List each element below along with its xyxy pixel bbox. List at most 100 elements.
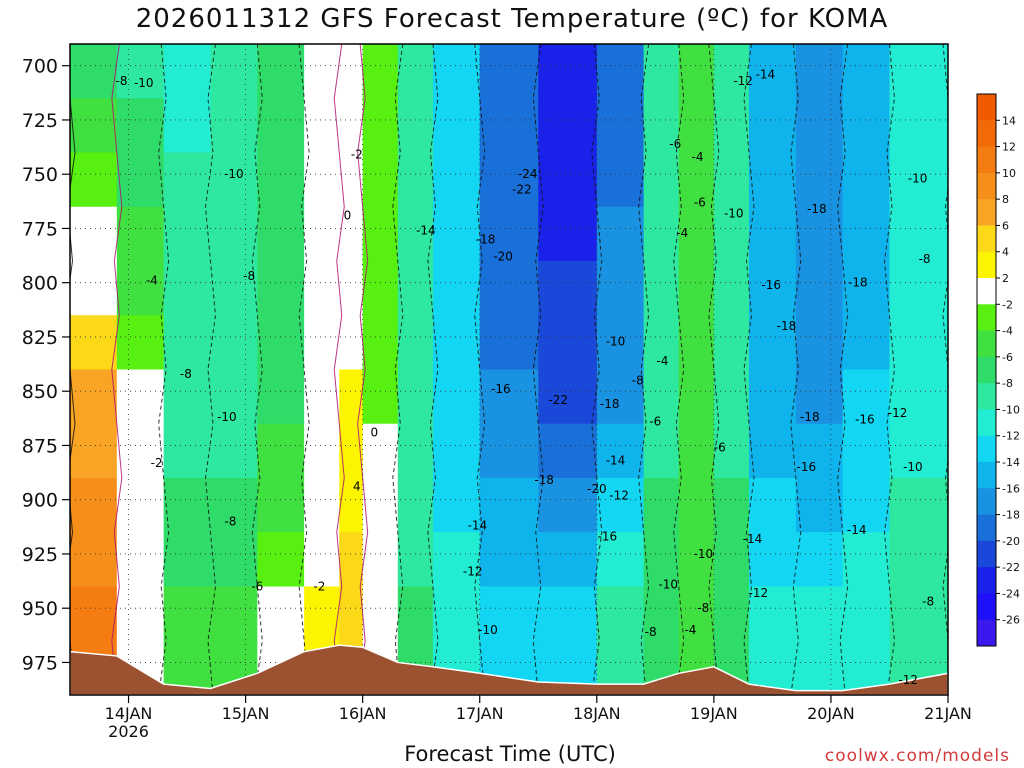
temperature-cell	[889, 532, 948, 588]
temperature-cell	[70, 152, 118, 208]
chart-title: 2026011312 GFS Forecast Temperature (ºC)…	[135, 4, 889, 34]
colorbar: 14 12 10 8 6 4 2 -2 -4 -6 -8 -10 -12 -14 -16 -18 -20 -22 -…	[976, 93, 1020, 647]
temperature-cell	[842, 98, 891, 154]
temperature-cell	[304, 478, 340, 533]
temperature-cell	[116, 586, 165, 642]
temperature-cell	[116, 369, 165, 425]
temperature-cell	[397, 261, 434, 316]
temperature-cell	[889, 369, 948, 425]
temperature-cell	[538, 478, 598, 533]
temperature-cell	[538, 315, 598, 371]
temperature-cell	[643, 586, 680, 642]
contour-label: -2	[151, 456, 163, 470]
grid-lines	[70, 44, 948, 695]
contour-label: -18	[476, 232, 496, 246]
colorbar-tick-label: 2	[1002, 272, 1009, 285]
temperature-cell	[842, 586, 891, 642]
contour-label: -12	[609, 488, 629, 502]
temperature-cell	[678, 44, 715, 99]
temperature-cell	[257, 369, 305, 425]
temperature-cell	[210, 98, 258, 154]
temperature-cell	[538, 586, 598, 642]
colorbar-frame	[976, 93, 997, 647]
y-tick-label: 750	[22, 164, 58, 186]
temperature-cell	[210, 478, 258, 533]
temperature-cell	[643, 44, 680, 99]
colorbar-swatch	[977, 619, 996, 647]
contour-line	[333, 44, 345, 695]
contour-label: -8	[697, 601, 709, 615]
y-tick-label: 825	[22, 327, 58, 349]
temperature-cell	[596, 315, 645, 371]
y-tick-label: 900	[22, 490, 58, 512]
contour-label: -8	[243, 269, 255, 283]
contour-label: -12	[733, 74, 753, 88]
contour-label: -6	[251, 580, 263, 594]
contour-line	[70, 92, 76, 695]
contour-label: -12	[463, 564, 483, 578]
terrain	[70, 644, 948, 695]
contour-label: -2	[313, 580, 325, 594]
x-axis-title: Forecast Time (UTC)	[404, 742, 616, 766]
temperature-cell	[432, 98, 481, 154]
temperature-cell	[70, 44, 118, 99]
colorbar-tick-label: -20	[1002, 535, 1020, 548]
colorbar-swatch	[977, 172, 996, 200]
temperature-cell	[538, 152, 598, 208]
temperature-cell	[163, 206, 212, 262]
temperature-cell	[538, 369, 598, 425]
colorbar-swatch	[977, 383, 996, 410]
contour-label: -4	[676, 226, 688, 240]
temperature-cell	[538, 261, 598, 316]
temperature-cell	[748, 586, 797, 642]
colorbar-swatch	[977, 567, 996, 594]
temperature-cell	[795, 44, 844, 99]
temperature-cell	[163, 261, 212, 316]
temperature-cell	[116, 478, 165, 533]
colorbar-swatch	[977, 488, 996, 515]
temperature-cell	[678, 152, 715, 208]
temperature-cell	[210, 152, 258, 208]
temperature-cell	[432, 315, 481, 371]
contour-label: -14	[756, 67, 776, 81]
temperature-cell	[257, 98, 305, 154]
contour-label: -2	[351, 148, 363, 162]
temperature-cell	[479, 532, 539, 588]
temperature-cell	[304, 152, 340, 208]
temperature-cell	[116, 532, 165, 588]
temperature-cell	[163, 44, 212, 99]
temperature-cell	[210, 369, 258, 425]
contour-label: -18	[600, 397, 620, 411]
y-tick-label: 975	[22, 652, 58, 674]
temperature-cell	[643, 315, 680, 371]
temperature-cell	[842, 206, 891, 262]
temperature-cell	[678, 315, 715, 371]
temperature-cell	[257, 478, 305, 533]
temperature-cell	[795, 315, 844, 371]
temperature-cell	[397, 369, 434, 425]
temperature-cell	[116, 44, 165, 99]
x-tick-label: 19JAN	[690, 704, 738, 723]
temperature-cell	[210, 44, 258, 99]
temperature-cell	[596, 206, 645, 262]
temperature-cell	[643, 369, 680, 425]
temperature-cell	[596, 423, 645, 479]
temperature-cell	[397, 315, 434, 371]
x-tick-label: 17JAN	[456, 704, 504, 723]
contour-label: 0	[371, 425, 379, 439]
temperature-cell	[538, 44, 598, 99]
plot-frame	[69, 43, 949, 696]
contour-label: -18	[534, 473, 554, 487]
temperature-cell	[70, 478, 118, 533]
contour-label: -8	[645, 625, 657, 639]
temperature-cell	[304, 369, 340, 425]
temperature-cell	[432, 423, 481, 479]
colorbar-swatch	[977, 120, 996, 147]
temperature-cell	[432, 532, 481, 588]
y-axis: 700 725 750 775 800 825 850 875 900 925 950 975	[22, 56, 70, 674]
contour-label: -8	[224, 514, 236, 528]
contour-label: -18	[807, 202, 827, 216]
contour-label: -20	[587, 482, 607, 496]
contour-line	[708, 44, 720, 695]
colorbar-swatch	[977, 304, 996, 331]
